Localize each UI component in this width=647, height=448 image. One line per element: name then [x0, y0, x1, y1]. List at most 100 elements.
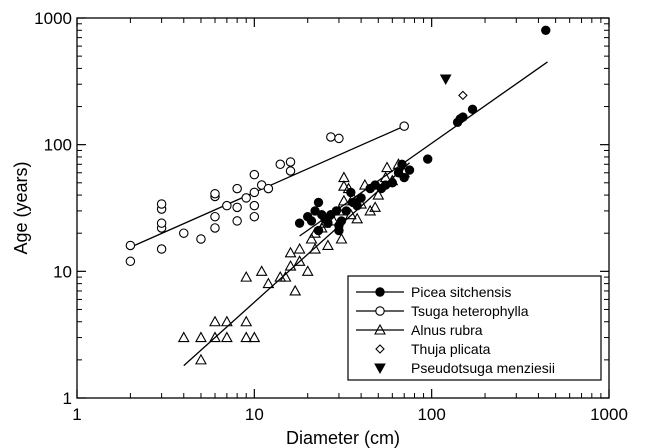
- point-tsuga-heterophylla: [156, 199, 167, 209]
- point-alnus-rubra: [372, 188, 385, 200]
- legend-marker-tsuga-heterophylla: [375, 306, 385, 316]
- point-picea-sitchensis: [399, 172, 409, 183]
- point-picea-sitchensis: [541, 25, 551, 35]
- point-alnus-rubra: [293, 242, 306, 254]
- point-tsuga-heterophylla: [232, 216, 242, 226]
- point-tsuga-heterophylla: [156, 244, 167, 254]
- point-picea-sitchensis: [467, 104, 478, 115]
- point-alnus-rubra: [351, 212, 364, 224]
- point-tsuga-heterophylla: [249, 169, 260, 180]
- x-tick-label: 1: [72, 405, 81, 424]
- legend-label-picea-sitchensis: Picea sitchensis: [411, 284, 511, 300]
- point-alnus-rubra: [398, 166, 411, 178]
- point-alnus-rubra: [309, 227, 321, 238]
- point-alnus-rubra: [209, 331, 221, 343]
- point-alnus-rubra: [358, 178, 371, 190]
- point-alnus-rubra: [240, 331, 253, 343]
- point-alnus-rubra: [195, 331, 207, 343]
- legend-marker-picea-sitchensis: [375, 287, 385, 297]
- legend-items: Picea sitchensis Tsuga heterophylla Alnus …: [356, 284, 555, 376]
- fit-line-picea-sitchensis: [299, 61, 548, 237]
- point-picea-sitchensis: [306, 216, 317, 226]
- point-alnus-rubra: [240, 270, 253, 282]
- point-alnus-rubra: [220, 315, 233, 327]
- point-tsuga-heterophylla: [285, 166, 296, 176]
- point-alnus-rubra: [327, 214, 340, 226]
- fit-line-alnus-rubra: [183, 162, 410, 367]
- point-picea-sitchensis: [458, 112, 468, 122]
- point-tsuga-heterophylla: [125, 256, 136, 267]
- point-tsuga-heterophylla: [334, 133, 344, 144]
- legend-label-thuja-plicata: Thuja plicata: [411, 341, 491, 357]
- point-alnus-rubra: [386, 174, 399, 186]
- legend-box: [347, 275, 602, 381]
- legend-marker-thuja-plicata: [375, 344, 385, 354]
- y-tick-label: 1000: [34, 9, 72, 28]
- plot-frame: [76, 17, 610, 399]
- legend-label-tsuga-heterophylla: Tsuga heterophylla: [411, 303, 529, 319]
- point-picea-sitchensis: [423, 154, 433, 164]
- x-tick-label: 10: [245, 405, 264, 424]
- y-tick-label: 10: [53, 262, 72, 281]
- point-alnus-rubra: [284, 259, 297, 271]
- point-tsuga-heterophylla: [210, 223, 220, 233]
- legend-label-pseudotsuga-menziesii: Pseudotsuga menziesii: [411, 360, 555, 376]
- point-tsuga-heterophylla: [125, 240, 136, 251]
- point-alnus-rubra: [379, 171, 392, 183]
- point-tsuga-heterophylla: [249, 211, 260, 222]
- y-tick-label: 100: [44, 136, 72, 155]
- point-picea-sitchensis: [294, 218, 305, 228]
- point-tsuga-heterophylla: [249, 200, 260, 211]
- point-alnus-rubra: [392, 158, 405, 169]
- point-alnus-rubra: [305, 232, 318, 244]
- point-tsuga-heterophylla: [241, 193, 251, 203]
- point-tsuga-heterophylla: [275, 159, 285, 170]
- point-alnus-rubra: [248, 331, 261, 343]
- point-alnus-rubra: [321, 239, 334, 251]
- x-tick-label: 1000: [590, 405, 628, 424]
- point-alnus-rubra: [293, 255, 306, 266]
- point-thuja-plicata: [458, 90, 468, 101]
- point-alnus-rubra: [337, 180, 350, 191]
- point-alnus-rubra: [209, 315, 221, 327]
- point-tsuga-heterophylla: [156, 218, 167, 228]
- y-tick-label: 1: [63, 389, 72, 408]
- point-tsuga-heterophylla: [263, 183, 274, 194]
- point-tsuga-heterophylla: [222, 200, 232, 211]
- point-alnus-rubra: [318, 217, 331, 228]
- point-alnus-rubra: [355, 197, 368, 209]
- point-tsuga-heterophylla: [285, 157, 296, 167]
- point-alnus-rubra: [337, 194, 350, 206]
- point-alnus-rubra: [337, 171, 350, 183]
- point-tsuga-heterophylla: [232, 202, 242, 213]
- point-tsuga-heterophylla: [210, 188, 220, 199]
- axis-ticks: [76, 17, 610, 399]
- point-alnus-rubra: [177, 331, 190, 343]
- legend-label-alnus-rubra: Alnus rubra: [411, 322, 483, 338]
- point-alnus-rubra: [335, 232, 348, 244]
- point-alnus-rubra: [301, 265, 314, 276]
- point-alnus-rubra: [369, 201, 382, 212]
- legend: Picea sitchensis Tsuga heterophylla Alnus …: [347, 275, 602, 381]
- point-alnus-rubra: [279, 270, 292, 282]
- point-tsuga-heterophylla: [326, 132, 336, 142]
- point-tsuga-heterophylla: [196, 234, 206, 244]
- point-alnus-rubra: [381, 161, 393, 173]
- point-tsuga-heterophylla: [179, 228, 189, 238]
- tick-labels: 1 10 100 1000 1 10 100 1000: [34, 9, 628, 424]
- point-alnus-rubra: [344, 208, 357, 220]
- data-points: [125, 25, 551, 365]
- point-picea-sitchensis: [313, 197, 324, 208]
- point-alnus-rubra: [364, 204, 377, 216]
- point-alnus-rubra: [342, 182, 355, 194]
- legend-marker-pseudotsuga-menziesii: [374, 363, 386, 375]
- point-alnus-rubra: [347, 191, 359, 203]
- point-alnus-rubra: [262, 277, 275, 289]
- x-tick-label: 100: [417, 405, 445, 424]
- y-axis-title: Age (years): [11, 161, 31, 254]
- point-alnus-rubra: [333, 204, 345, 216]
- point-alnus-rubra: [309, 242, 321, 254]
- point-pseudotsuga-menziesii: [439, 74, 452, 86]
- legend-marker-alnus-rubra: [374, 323, 386, 335]
- point-alnus-rubra: [289, 284, 302, 296]
